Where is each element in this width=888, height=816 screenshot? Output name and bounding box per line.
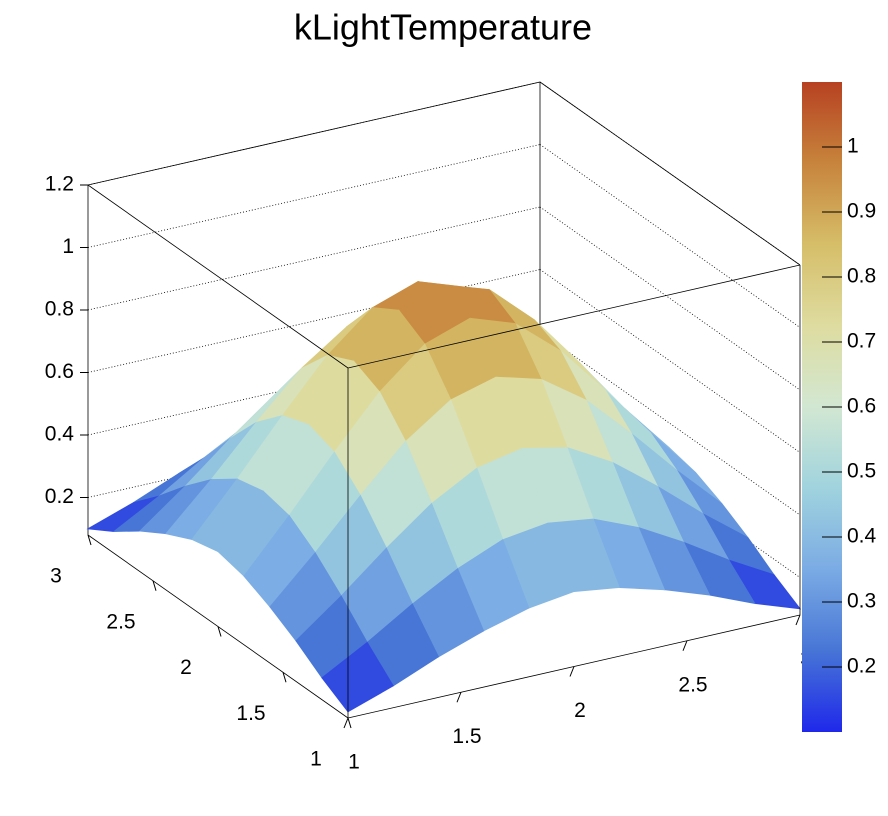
grid-line [87,269,541,373]
box-edge [347,264,801,369]
y-tick-label: 1 [310,748,322,771]
y-tick [87,534,92,546]
z-tick-label: 0.6 [45,360,74,383]
colorbar-tick-label: 0.4 [847,525,877,548]
grid-line [539,144,801,328]
box-edge [87,184,349,369]
grid-line [539,206,801,391]
x-tick [456,692,462,703]
y-tick [217,626,222,637]
y-tick-label: 3 [50,565,62,588]
z-tick-label: 0.8 [45,298,74,321]
z-tick-label: 0.4 [45,423,75,446]
colorbar-tick-label: 0.2 [847,655,876,678]
y-tick [282,672,287,683]
colorbar-tick-label: 0.6 [847,395,876,418]
grid-line [539,331,801,516]
x-tick [682,640,688,651]
colorbar-tick-label: 0.7 [847,330,876,353]
grid-line [87,81,541,186]
y-tick-label: 1.5 [236,702,265,725]
grid-line [87,206,541,311]
colorbar-tick-label: 0.3 [847,590,876,613]
colorbar-tick-label: 0.9 [847,200,876,223]
x-tick [569,666,575,677]
x-tick-label: 2 [574,699,586,722]
y-tick-label: 2 [180,656,192,679]
x-tick-label: 2.5 [678,673,707,696]
colorbar-tick-label: 0.5 [847,460,876,483]
z-tick-label: 1 [62,235,74,258]
grid-line [539,394,801,578]
z-tick-label: 0.2 [45,485,74,508]
x-tick [795,614,801,626]
x-tick [343,717,349,729]
colorbar-tick-label: 1 [847,135,859,158]
y-tick [347,717,352,729]
x-tick-label: 1.5 [452,725,481,748]
surface-cell [321,641,394,713]
z-tick-label: 1.2 [45,173,74,196]
grid-line [539,81,801,266]
grid-line [87,144,541,248]
grid-line [539,269,801,453]
chart-title: kLightTemperature [294,7,592,48]
x-tick-label: 1 [348,751,360,774]
y-tick-label: 2.5 [106,610,135,633]
colorbar-tick-label: 0.8 [847,265,876,288]
y-tick [152,580,157,591]
